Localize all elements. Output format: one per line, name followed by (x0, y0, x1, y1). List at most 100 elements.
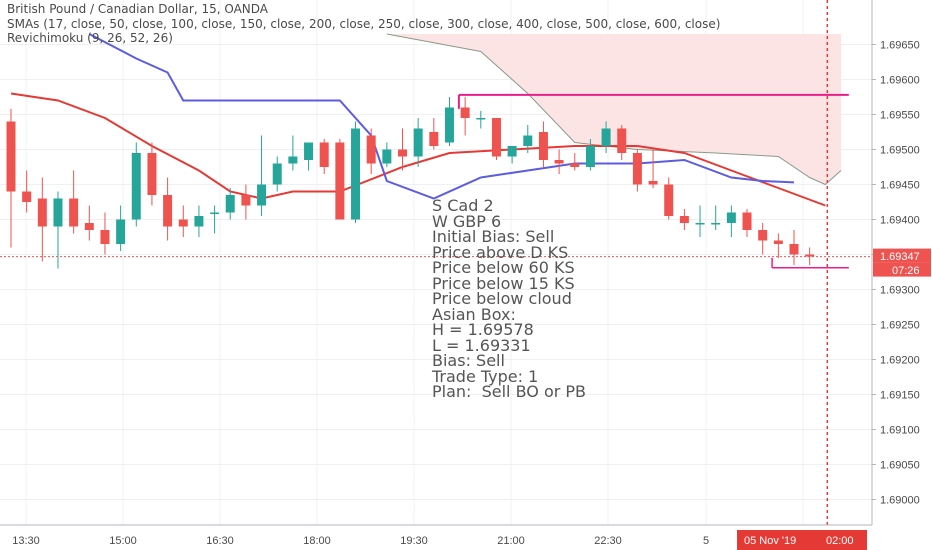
candle-body (335, 142, 345, 220)
note-line: Price above D KS (432, 242, 569, 262)
candle-body (711, 223, 721, 225)
time-label: 21:00 (497, 535, 525, 547)
price-label: 1.69000 (880, 495, 920, 507)
price-label: 1.69150 (880, 390, 920, 402)
note-line: S Cad 2 (432, 196, 494, 215)
candle-body (288, 156, 298, 164)
candle-body (648, 181, 658, 185)
candle-body (304, 142, 314, 160)
current-price-label: 1.69347 (880, 251, 920, 263)
candle-body (554, 160, 564, 164)
candle-body (116, 219, 126, 244)
candle-body (601, 128, 611, 146)
time-label: 19:30 (400, 535, 428, 547)
note-line: Asian Box: (432, 304, 516, 324)
candle-body (382, 149, 392, 164)
candle-body (53, 198, 63, 227)
candle-body (523, 135, 533, 146)
time-highlight-tag (737, 530, 867, 550)
price-label: 1.69600 (880, 75, 920, 87)
candle-body (679, 216, 689, 223)
price-label: 1.69650 (880, 40, 920, 52)
candle-body (194, 216, 204, 227)
ichimoku-cloud (386, 33, 842, 186)
candle-body (460, 107, 470, 118)
sma-legend[interactable]: SMAs (17, close, 50, close, 100, close, … (7, 17, 721, 31)
candle-body (163, 195, 173, 227)
indicator-lines (10, 33, 826, 207)
current-price-tag (873, 248, 931, 263)
candle-body (538, 132, 548, 160)
time-highlight-date: 05 Nov '19 (744, 535, 796, 547)
note-line: Trade Type: 1 (432, 366, 539, 386)
symbol-title: British Pound / Canadian Dollar, 15, OAN… (7, 2, 268, 16)
candle-body (131, 153, 141, 220)
candle-body (147, 153, 157, 195)
note-line: W GBP 6 (432, 211, 502, 231)
candle-body (695, 223, 705, 225)
time-label: 13:30 (12, 535, 40, 547)
candle-body (178, 219, 188, 227)
note-line: Bias: Sell (432, 351, 505, 370)
time-highlight-time: 02:00 (826, 535, 854, 547)
candle-body (257, 184, 267, 206)
candle-body (398, 149, 407, 157)
ichimoku-line (88, 33, 795, 200)
candle-body (491, 118, 501, 157)
price-label: 1.69050 (880, 460, 920, 472)
time-label: 16:30 (206, 535, 234, 547)
candle-body (241, 195, 251, 206)
time-label: 18:00 (303, 535, 331, 547)
candle-body (758, 230, 768, 241)
time-label: 5 (703, 535, 709, 547)
price-label: 1.69400 (880, 215, 920, 227)
candle-body (617, 128, 627, 153)
candle-body (585, 146, 595, 167)
time-label: 22:30 (594, 535, 622, 547)
candle-body (319, 142, 329, 167)
candle-body (22, 191, 32, 202)
price-label: 1.69500 (880, 145, 920, 157)
ichimoku-legend[interactable]: Revichimoku (9, 26, 52, 26) (7, 31, 173, 45)
candle-body (476, 118, 486, 120)
countdown-tag (873, 262, 931, 277)
time-label: 15:00 (109, 535, 137, 547)
candle-body (6, 121, 16, 192)
candle-body (429, 132, 439, 146)
price-label: 1.69200 (880, 355, 920, 367)
candle-body (351, 128, 361, 220)
note-line: Initial Bias: Sell (432, 227, 555, 246)
candle-body (366, 135, 376, 164)
candle-body (272, 163, 282, 185)
candle-body (805, 254, 815, 257)
note-line: Plan: Sell BO or PB (432, 382, 587, 401)
candle-body (789, 244, 799, 255)
candle-body (100, 230, 110, 244)
price-label: 1.69100 (880, 425, 920, 437)
candle-body (664, 184, 674, 216)
countdown-label: 07:26 (892, 265, 920, 277)
note-line: Price below 15 KS (432, 273, 575, 293)
grid (0, 0, 872, 525)
note-line: Price below cloud (432, 289, 572, 308)
candlestick-series (6, 97, 815, 269)
note-line: Price below 60 KS (432, 258, 575, 277)
candle-body (726, 212, 736, 223)
candle-body (413, 128, 423, 157)
price-label: 1.69450 (880, 180, 920, 192)
candle-body (84, 223, 94, 230)
price-label: 1.69550 (880, 110, 920, 122)
candle-body (225, 195, 235, 213)
price-label: 1.69300 (880, 285, 920, 297)
candle-body (773, 240, 783, 244)
price-label: 1.69250 (880, 320, 920, 332)
candle-body (37, 198, 47, 227)
asian-box (457, 93, 849, 269)
candle-body (210, 212, 220, 214)
candle-body (69, 198, 79, 227)
note-line: H = 1.69578 (432, 320, 534, 339)
candle-body (570, 163, 580, 167)
sma-line (10, 92, 826, 207)
